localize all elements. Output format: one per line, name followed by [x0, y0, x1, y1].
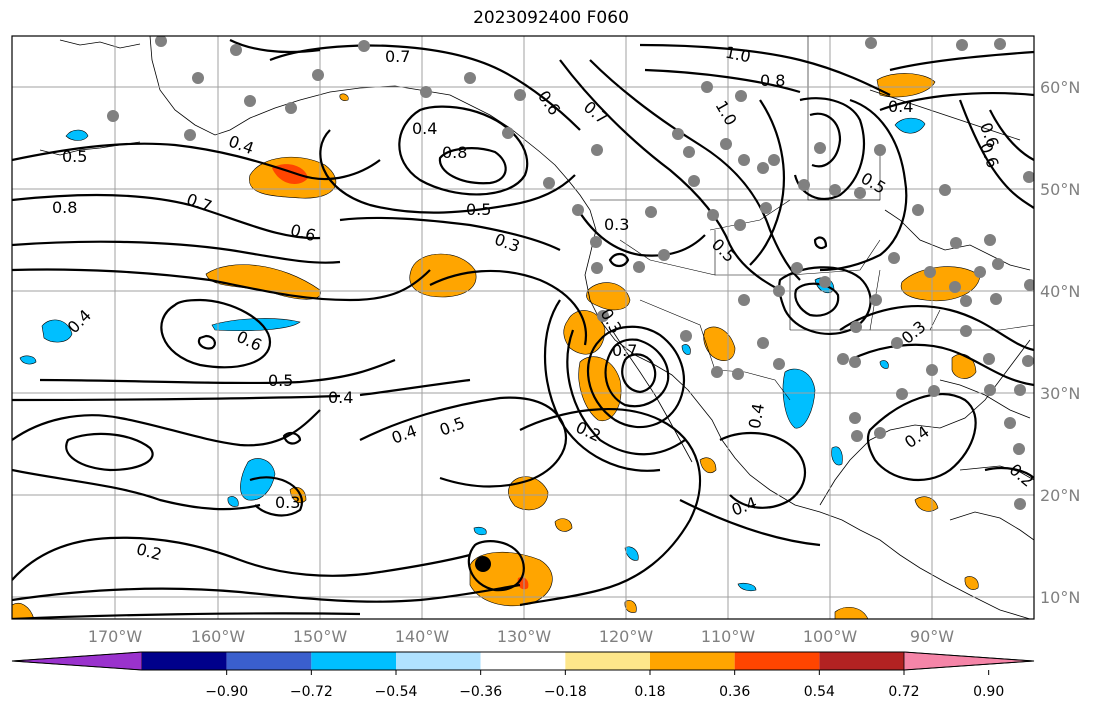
contour-lines	[12, 39, 1034, 619]
contour-label: 0.7	[385, 47, 410, 66]
lon-label: 100°W	[803, 627, 858, 646]
lon-label: 120°W	[599, 627, 654, 646]
contour-label: 0.4	[328, 388, 353, 407]
colorbar-segment	[396, 652, 481, 670]
contour-label: 0.3	[604, 215, 629, 234]
contour-label: 0.3	[275, 493, 300, 512]
contour-label: 0.4	[888, 97, 913, 116]
contour-label: 0.8	[760, 71, 785, 90]
contour-label: 0.4	[745, 402, 768, 430]
lat-label: 10°N	[1040, 588, 1080, 607]
colorbar-segment	[142, 652, 227, 670]
colorbar-outline	[11, 651, 1035, 671]
colorbar-extend-high	[903, 651, 1035, 671]
lon-label: 170°W	[88, 627, 143, 646]
colorbar-tick-label: −0.36	[459, 684, 502, 700]
lat-label: 30°N	[1040, 384, 1080, 403]
lat-label: 60°N	[1040, 78, 1080, 97]
colorbar-tick-label: −0.54	[375, 684, 418, 700]
lon-label: 150°W	[293, 627, 348, 646]
lon-label: 130°W	[497, 627, 552, 646]
colorbar-segment	[226, 652, 312, 670]
map-plot-area: 0.7 1.0 0.8 0.6 0.7 1.0 0.4 0.4 0.8 0.5 …	[12, 36, 1034, 619]
contour-label: 0.8	[442, 143, 467, 162]
colorbar-segment	[480, 652, 566, 670]
map-title: 2023092400 F060	[473, 8, 629, 28]
contour-label: 0.8	[52, 198, 77, 217]
colorbar-tick-label: 0.18	[634, 684, 665, 700]
colorbar-segment	[650, 652, 735, 670]
colorbar-tick-label: 0.36	[719, 684, 750, 700]
colorbar-labels: −0.90 −0.72 −0.54 −0.36 −0.18 0.18 0.36 0.54 0.7…	[205, 670, 1004, 700]
highlight-dot	[475, 556, 491, 572]
contour-label: 0.7	[612, 341, 637, 360]
colorbar-segments	[11, 651, 1035, 671]
lon-label: 90°W	[910, 627, 954, 646]
colorbar-tick-label: 0.54	[804, 684, 835, 700]
colorbar-tick-label: −0.90	[205, 684, 248, 700]
contour-label: 0.5	[62, 147, 87, 166]
colorbar-tick-label: 0.90	[973, 684, 1004, 700]
colorbar-segment	[565, 652, 650, 670]
map-frame	[11, 35, 1035, 620]
colorbar-extend-low	[11, 651, 143, 671]
lat-label: 50°N	[1040, 180, 1080, 199]
contour-label: 0.5	[268, 371, 293, 390]
lon-label: 140°W	[395, 627, 450, 646]
lat-label: 40°N	[1040, 282, 1080, 301]
contour-label: 0.4	[412, 119, 437, 138]
colorbar-segment	[734, 652, 820, 670]
lon-label: 160°W	[191, 627, 246, 646]
longitude-labels: 170°W 160°W 150°W 140°W 130°W 120°W 110°…	[88, 627, 954, 646]
latitude-labels: 60°N 50°N 40°N 30°N 20°N 10°N	[1040, 78, 1080, 607]
colorbar-segment	[819, 652, 904, 670]
lat-label: 20°N	[1040, 486, 1080, 505]
colorbar-tick-label: −0.18	[544, 684, 587, 700]
colorbar-segment	[311, 652, 396, 670]
station-dots	[107, 36, 1034, 510]
colorbar-tick-label: 0.72	[888, 684, 919, 700]
colorbar: −0.90 −0.72 −0.54 −0.36 −0.18 0.18 0.36 0.54 0.7…	[11, 651, 1035, 700]
colorbar-tick-label: −0.72	[290, 684, 333, 700]
lon-label: 110°W	[701, 627, 756, 646]
contour-label: 1.0	[724, 43, 753, 67]
contour-label: 0.5	[466, 200, 491, 219]
